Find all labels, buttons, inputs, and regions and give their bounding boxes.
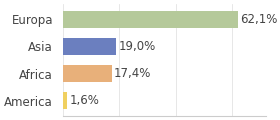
Bar: [63, 38, 116, 55]
Bar: [63, 92, 67, 109]
Text: 62,1%: 62,1%: [240, 13, 277, 26]
Text: 19,0%: 19,0%: [118, 40, 156, 53]
Bar: [63, 65, 112, 82]
Bar: [63, 11, 238, 28]
Text: 1,6%: 1,6%: [69, 94, 99, 107]
Text: 17,4%: 17,4%: [114, 67, 151, 80]
